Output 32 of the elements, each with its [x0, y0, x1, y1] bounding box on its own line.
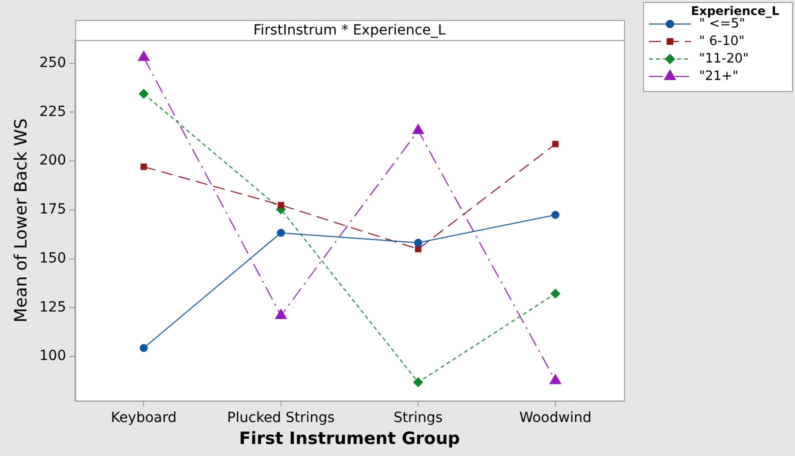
y-tick-label: 125	[39, 299, 66, 316]
x-axis-title: First Instrument Group	[239, 429, 460, 450]
point	[276, 228, 285, 237]
y-tick-label: 200	[39, 152, 66, 169]
point	[414, 238, 422, 247]
legend-label: "11-20"	[699, 51, 749, 66]
point	[550, 288, 560, 299]
point	[552, 140, 559, 148]
y-tick-label: 175	[39, 202, 66, 218]
point	[140, 164, 147, 170]
legend-label: " 6-10"	[699, 34, 745, 49]
point	[412, 124, 424, 134]
x-tick-label: Strings	[394, 410, 443, 426]
x-tick-label: Woodwind	[519, 410, 592, 426]
point	[138, 88, 149, 99]
legend-title: Experience_L	[691, 4, 780, 18]
point	[413, 377, 424, 388]
x-tick-label: Plucked Strings	[227, 410, 335, 426]
legend-label: " <=5"	[699, 16, 746, 32]
point	[551, 210, 560, 219]
point	[549, 374, 562, 384]
y-tick-label: 225	[39, 104, 66, 120]
y-axis-title: Mean of Lower Back WS	[12, 118, 32, 322]
point	[274, 308, 288, 320]
y-tick-label: 250	[39, 54, 66, 71]
point	[140, 344, 148, 352]
y-tick-label: 100	[39, 348, 66, 364]
x-tick-label: Keyboard	[110, 410, 177, 426]
point	[414, 246, 422, 252]
chart-title: FirstInstrum * Experience_L	[253, 22, 446, 39]
y-tick-label: 150	[39, 250, 66, 266]
legend-label: "21+"	[699, 68, 738, 84]
